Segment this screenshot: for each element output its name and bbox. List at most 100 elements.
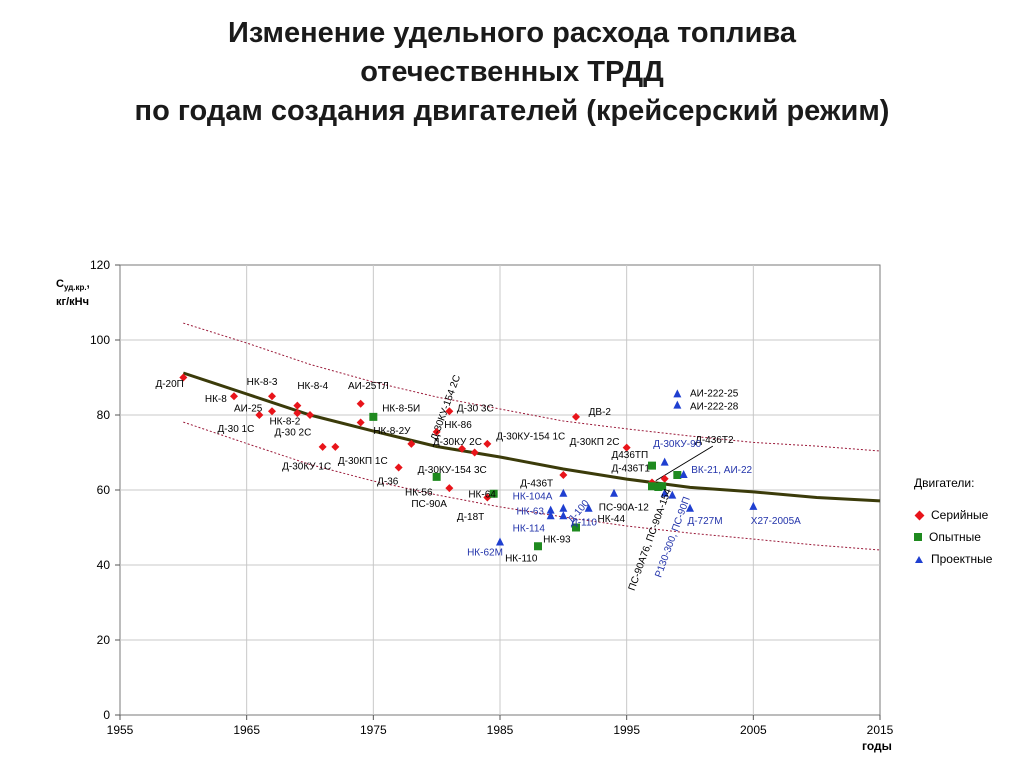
experimental-marker [369, 412, 378, 421]
point-annotation: НК-8-5И [382, 403, 420, 414]
x-tick-label: 1965 [233, 723, 260, 737]
point-annotation: Д-30 1С [218, 424, 255, 435]
project-marker [673, 400, 682, 409]
legend-title: Двигатели: [914, 476, 975, 490]
point-annotation: НК-64 [468, 490, 496, 501]
y-axis-label: Суд.кр., кг/кНч [56, 277, 90, 309]
project-marker [546, 505, 555, 514]
experimental-marker [432, 472, 441, 481]
point-annotation: НК-8-2У [373, 426, 411, 437]
point-annotation: Д-30КУ-90 [653, 439, 701, 450]
title-line-3: по годам создания двигателей (крейсерски… [134, 95, 890, 127]
point-annotation: НК-104А [513, 491, 553, 502]
point-annotation: НК-93 [543, 535, 571, 546]
point-annotation: НК-8-3 [247, 377, 278, 388]
project-marker [546, 511, 555, 520]
y-axis-label-units: кг/кНч [56, 296, 89, 309]
upper-band-line [183, 322, 881, 452]
y-tick-label: 120 [90, 258, 110, 272]
experimental-marker [572, 523, 580, 532]
point-annotation: НК-114 [513, 523, 546, 534]
serial-marker [432, 427, 441, 436]
point-annotation: НК-44 [598, 514, 626, 525]
serial-marker [445, 407, 454, 416]
point-annotation: НК-56 [405, 488, 433, 499]
experimental-marker [534, 542, 542, 551]
project-marker [584, 503, 593, 512]
diamond-marker-icon [914, 510, 925, 520]
project-marker [610, 488, 618, 497]
point-annotation: Д-30КП 1С [338, 456, 388, 467]
point-annotation: ПС-90А-12 [599, 503, 649, 514]
x-tick-label: 2005 [740, 723, 767, 737]
y-axis-label-suffix: , [86, 278, 90, 290]
point-annotation: Д-436Т [520, 478, 553, 489]
point-annotation: Д-18Т [457, 512, 484, 523]
square-marker-icon [914, 533, 922, 541]
serial-marker [268, 407, 276, 416]
point-annotation: Д-436Т2 [695, 435, 734, 446]
point-annotation: НК-110 [505, 553, 538, 564]
y-tick-label: 40 [97, 558, 111, 572]
chart-title: Изменение удельного расхода топлива отеч… [0, 14, 1024, 131]
point-annotation: Д-30 2С [275, 428, 312, 439]
point-annotation: АИ-25 [234, 403, 263, 414]
point-annotation: Д-727М [687, 516, 722, 527]
serial-marker [179, 373, 188, 382]
y-tick-label: 60 [97, 483, 111, 497]
serial-marker [356, 399, 365, 408]
point-annotation: ДВ-2 [589, 407, 612, 418]
point-annotation: ПС-90А [411, 499, 447, 510]
serial-marker [394, 463, 403, 472]
project-marker [749, 501, 758, 510]
point-annotation: Д-30КУ 2С [433, 437, 482, 448]
y-tick-label: 100 [90, 333, 110, 347]
point-annotation: НК-63 [516, 506, 544, 517]
x-tick-label: 1985 [487, 723, 514, 737]
legend-label-experimental: Опытные [929, 530, 981, 544]
project-marker [496, 537, 504, 546]
experimental-marker [658, 482, 667, 491]
serial-marker [559, 471, 568, 479]
point-annotation: Д-30 3С [457, 403, 494, 414]
point-annotation: НК-8 [205, 394, 227, 405]
point-annotation: АИ-222-25 [690, 388, 739, 399]
serial-marker [230, 392, 238, 401]
title-line-1: Изменение удельного расхода топлива [228, 17, 796, 49]
project-marker [660, 488, 669, 497]
x-tick-label: 1955 [107, 723, 134, 737]
triangle-marker-icon [915, 555, 923, 563]
y-axis-label-main: С [56, 278, 64, 290]
y-tick-label: 80 [97, 408, 111, 422]
project-marker [660, 457, 669, 466]
point-annotation: ВК-21, АИ-22 [691, 465, 752, 476]
serial-marker [293, 401, 302, 410]
x-tick-label: 1995 [613, 723, 640, 737]
project-marker [686, 503, 694, 512]
serial-marker [255, 411, 264, 419]
legend-item-project: Проектные [914, 548, 992, 570]
serial-marker [293, 409, 302, 418]
point-annotation: НК-86 [444, 420, 472, 431]
y-axis-label-sub: уд.кр. [63, 283, 87, 293]
point-annotation: Д-110 [571, 518, 597, 529]
project-marker [673, 389, 682, 398]
project-marker [559, 511, 568, 520]
legend-item-serial: Серийные [914, 504, 992, 526]
y-tick-label: 20 [97, 633, 111, 647]
legend-label-project: Проектные [931, 552, 993, 566]
x-tick-label: 1975 [360, 723, 387, 737]
experimental-marker [648, 461, 656, 470]
point-annotation: Д-436Т1 [611, 463, 650, 474]
point-annotation: НК-62М [467, 548, 503, 559]
serial-marker [268, 392, 276, 401]
experimental-marker [489, 489, 498, 498]
serial-marker [318, 442, 327, 451]
serial-marker [483, 439, 492, 448]
experimental-marker [673, 471, 682, 479]
y-tick-label: 0 [103, 708, 110, 722]
project-marker [679, 470, 688, 478]
project-marker [559, 503, 568, 512]
serial-marker [458, 444, 466, 453]
